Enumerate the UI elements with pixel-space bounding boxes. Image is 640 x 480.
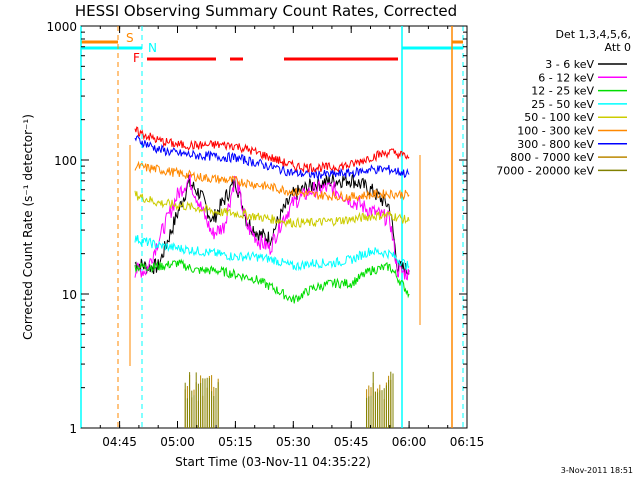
legend-label: 3 - 6 keV bbox=[545, 58, 594, 71]
x-tick-label: 05:00 bbox=[160, 435, 195, 449]
series-line-total bbox=[134, 126, 410, 173]
series-line-3-6-keV bbox=[134, 172, 410, 276]
x-tick-label: 05:15 bbox=[218, 435, 253, 449]
legend-label: 6 - 12 keV bbox=[538, 71, 594, 84]
y-tick-label: 1000 bbox=[46, 20, 77, 34]
y-axis-label: Corrected Count Rate (s⁻¹ detector⁻¹) bbox=[21, 114, 35, 340]
x-tick-label: 05:30 bbox=[276, 435, 311, 449]
flare-label: F bbox=[133, 51, 140, 65]
series-4 bbox=[134, 190, 410, 228]
legend-header-line: Det 1,3,4,5,6, bbox=[555, 28, 631, 41]
chart-title: HESSI Observing Summary Count Rates, Cor… bbox=[75, 2, 457, 20]
axes: 04:45 05:00 05:15 05:30 05:45 06:00 06:15 1 10 10… bbox=[46, 20, 484, 449]
night-label: N bbox=[148, 41, 157, 55]
x-tick-label: 06:15 bbox=[450, 435, 485, 449]
series-layer bbox=[134, 126, 410, 428]
series-3 bbox=[134, 235, 410, 272]
series-0 bbox=[134, 172, 410, 276]
legend-label: 7000 - 20000 keV bbox=[496, 164, 594, 177]
legend-label: 100 - 300 keV bbox=[517, 125, 594, 138]
legend-label: 800 - 7000 keV bbox=[510, 151, 594, 164]
series-9 bbox=[134, 126, 410, 173]
x-tick-label: 05:45 bbox=[334, 435, 369, 449]
plot-frame bbox=[80, 25, 468, 429]
y-tick-label: 100 bbox=[54, 154, 77, 168]
saa-label: S bbox=[126, 31, 134, 45]
series-line-300-800-keV bbox=[134, 135, 410, 181]
y-tick-label: 10 bbox=[62, 288, 77, 302]
x-axis-label: Start Time (03-Nov-11 04:35:22) bbox=[175, 455, 371, 469]
legend-label: 50 - 100 keV bbox=[524, 111, 594, 124]
series-line-6-12-keV bbox=[134, 174, 410, 281]
x-tick-label: 04:45 bbox=[102, 435, 137, 449]
series-line-25-50-keV bbox=[134, 235, 410, 272]
legend-label: 25 - 50 keV bbox=[531, 98, 594, 111]
series-1 bbox=[134, 174, 410, 281]
observing-flags: SNF bbox=[80, 26, 464, 428]
series-line-100-300-keV bbox=[134, 160, 410, 202]
legend-label: 12 - 25 keV bbox=[531, 85, 594, 98]
series-line-12-25-keV bbox=[134, 258, 410, 304]
legend-header-line: Att 0 bbox=[605, 41, 631, 54]
series-5 bbox=[134, 160, 410, 202]
series-8 bbox=[184, 371, 394, 428]
series-6 bbox=[134, 135, 410, 181]
series-2 bbox=[134, 258, 410, 304]
series-line-50-100-keV bbox=[134, 190, 410, 228]
footer-date: 3-Nov-2011 18:51 bbox=[561, 466, 633, 475]
y-tick-label: 1 bbox=[69, 422, 77, 436]
legend-label: 300 - 800 keV bbox=[517, 138, 594, 151]
x-tick-label: 06:00 bbox=[392, 435, 427, 449]
